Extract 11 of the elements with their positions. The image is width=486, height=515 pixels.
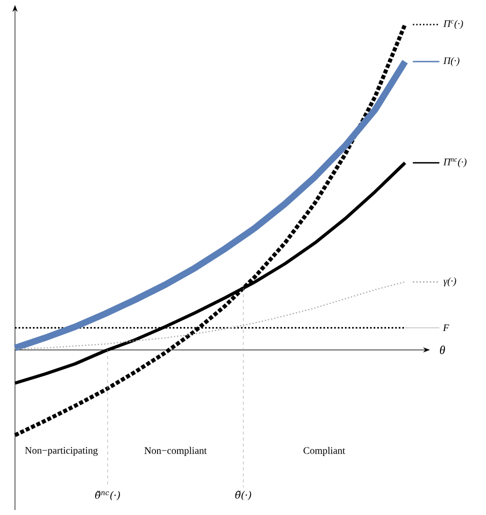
text: θ̃(·) (235, 490, 252, 500)
legend-label: Π$^{nc}$(·) (443, 158, 466, 168)
text: θ̌$^{nc}$(·) (95, 490, 120, 500)
text: Non−compliant (144, 446, 207, 456)
legend-label: Π(·) (443, 57, 460, 66)
x-axis-title: θ (440, 346, 445, 354)
text: Compliant (304, 446, 346, 456)
text: Non−participating (25, 447, 98, 456)
ref-line-label: F (442, 324, 450, 332)
legend-label: Π$^{c}$(·) (443, 20, 463, 30)
legend-label: γ(·) (444, 277, 456, 286)
